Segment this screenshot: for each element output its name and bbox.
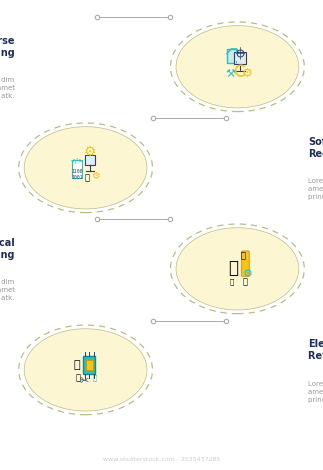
Ellipse shape: [176, 228, 299, 310]
Text: Lorem ipsum dolor sit dim
amet, mea regione diamet
principes atk.: Lorem ipsum dolor sit dim amet, mea regi…: [0, 78, 15, 99]
Text: 🤲: 🤲: [243, 277, 248, 286]
Text: 👤: 👤: [85, 173, 90, 183]
Text: </>: </>: [70, 157, 83, 164]
Text: 🔧: 🔧: [228, 258, 238, 276]
Text: ✂: ✂: [79, 376, 89, 386]
FancyBboxPatch shape: [227, 49, 236, 63]
Text: Lorem ipsum dolor sit dim
amet, mea regione diamet
principes atk.: Lorem ipsum dolor sit dim amet, mea regi…: [308, 381, 323, 402]
Text: Software
Reengineering: Software Reengineering: [308, 137, 323, 159]
Ellipse shape: [24, 329, 147, 411]
FancyBboxPatch shape: [86, 156, 94, 163]
FancyBboxPatch shape: [86, 360, 93, 370]
FancyBboxPatch shape: [85, 155, 95, 165]
Text: 1001: 1001: [71, 175, 82, 180]
Text: ⚙: ⚙: [84, 145, 96, 159]
FancyBboxPatch shape: [83, 356, 95, 374]
Text: 1100: 1100: [71, 169, 82, 174]
Text: 🔧: 🔧: [73, 360, 80, 370]
Text: www.shutterstock.com · 2535437285: www.shutterstock.com · 2535437285: [103, 457, 220, 462]
Text: ⚙: ⚙: [243, 269, 253, 279]
FancyBboxPatch shape: [242, 251, 249, 276]
Ellipse shape: [24, 127, 147, 209]
Text: Mechanical
Reverse Engineering: Mechanical Reverse Engineering: [0, 238, 15, 260]
FancyBboxPatch shape: [234, 52, 246, 63]
Text: 🪛: 🪛: [240, 251, 245, 260]
Text: 🪛: 🪛: [75, 373, 80, 382]
Text: 3D Reverse
Engineering: 3D Reverse Engineering: [0, 36, 15, 58]
Text: ⚒: ⚒: [225, 70, 235, 79]
Text: 〰: 〰: [92, 374, 97, 381]
Text: Lorem ipsum dolor sit dim
amet, mea regione diamet
principes atk.: Lorem ipsum dolor sit dim amet, mea regi…: [0, 280, 15, 301]
Text: ⚙: ⚙: [91, 171, 100, 180]
Text: Lorem ipsum dolor sit dim
amet, mea regione diamet
principes atk.: Lorem ipsum dolor sit dim amet, mea regi…: [308, 179, 323, 200]
Text: Electronic
Reverse Engineering: Electronic Reverse Engineering: [308, 339, 323, 361]
Text: ⚙: ⚙: [242, 67, 253, 80]
FancyBboxPatch shape: [236, 53, 244, 61]
FancyBboxPatch shape: [72, 160, 82, 178]
Text: 🔩: 🔩: [230, 278, 234, 285]
Ellipse shape: [176, 25, 299, 108]
